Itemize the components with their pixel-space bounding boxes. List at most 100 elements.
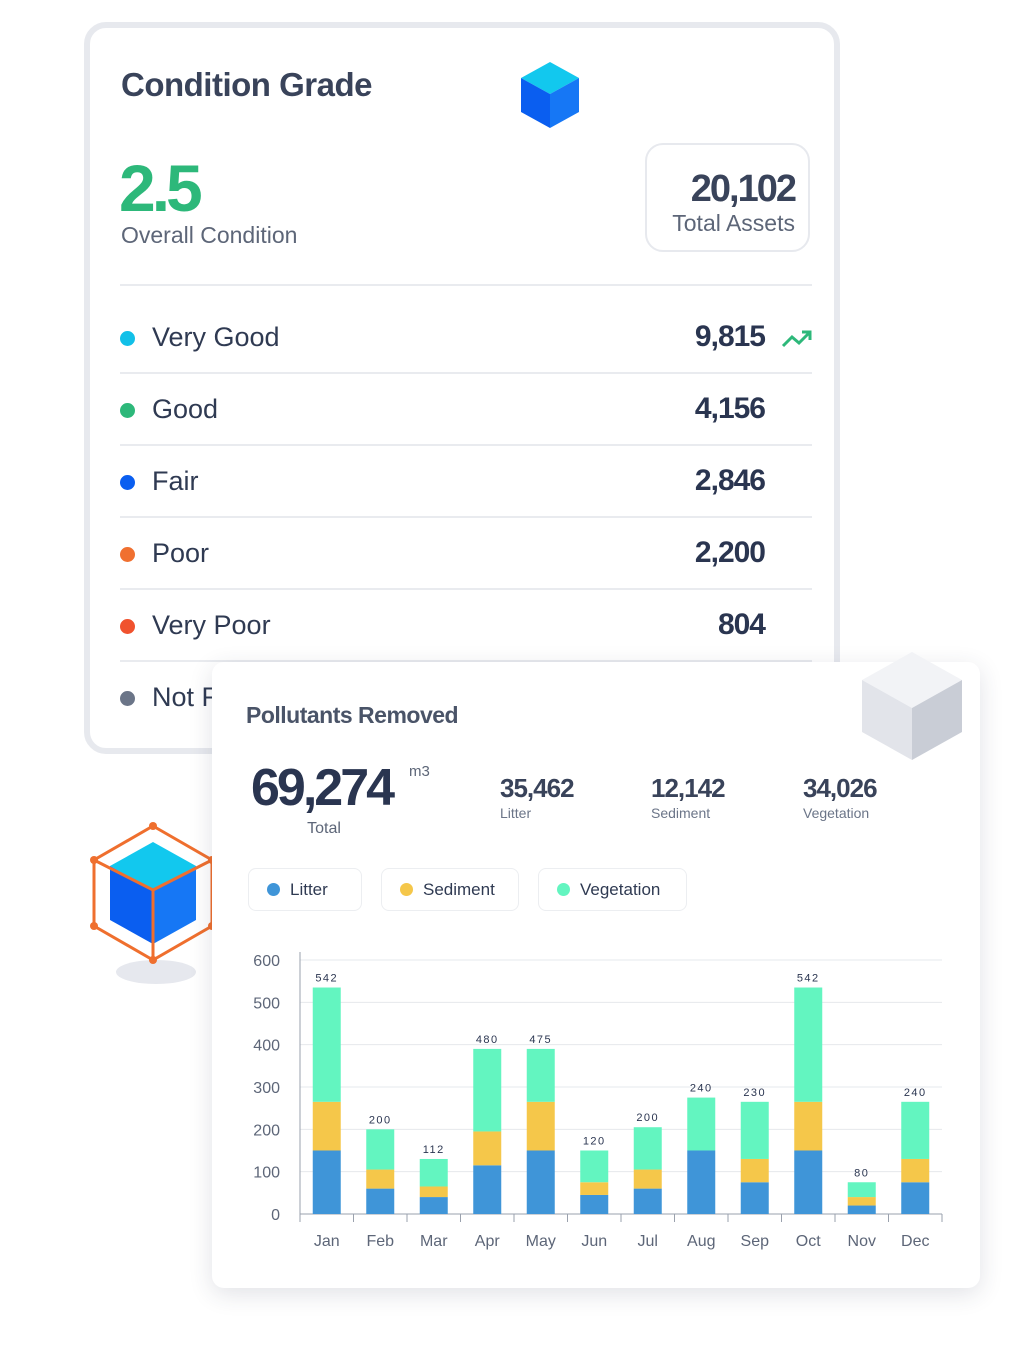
stat-value: 12,142: [651, 773, 726, 803]
overall-label: Overall Condition: [121, 222, 298, 248]
bar-segment: [312, 1101, 341, 1151]
bar-total-label: 475: [529, 1034, 552, 1046]
row-value: 4,156: [694, 392, 766, 425]
bar-segment: [473, 1048, 502, 1132]
row-label: Fair: [152, 466, 199, 496]
total-value: 20,102: [690, 168, 797, 210]
stat-label: Litter: [500, 805, 532, 821]
divider: [120, 284, 812, 286]
x-tick-label: May: [526, 1233, 556, 1250]
bar-total-label: 120: [583, 1136, 606, 1148]
legend-dot: [120, 403, 135, 418]
bar-segment: [580, 1182, 609, 1195]
bar-segment: [473, 1165, 502, 1214]
total-label: Total: [307, 820, 341, 837]
trend-icon: [781, 330, 812, 348]
bar-total-label: 80: [854, 1167, 869, 1179]
row-value: 9,815: [694, 320, 766, 353]
row-value: 2,846: [694, 464, 766, 497]
x-tick-label: Jun: [581, 1233, 607, 1250]
bar-total-label: 240: [904, 1087, 927, 1099]
legend-swatch: [267, 883, 280, 896]
bar-segment: [794, 1150, 823, 1214]
bar-segment: [419, 1186, 448, 1198]
x-tick-label: Mar: [420, 1233, 448, 1250]
row-label: Not R: [152, 682, 222, 712]
bar-segment: [901, 1182, 930, 1214]
bar-segment: [526, 1048, 555, 1102]
legend-dot: [120, 547, 135, 562]
bar-total-label: 542: [315, 973, 338, 985]
bar-segment: [687, 1097, 716, 1151]
legend-label: Sediment: [423, 879, 495, 899]
orange-cube-icon: [90, 822, 216, 984]
bar-segment: [847, 1205, 876, 1214]
legend-item: Vegetation: [538, 868, 687, 911]
legend-label: Vegetation: [580, 879, 661, 899]
card-title: Pollutants Removed: [246, 702, 459, 728]
bar-segment: [633, 1169, 662, 1189]
legend-dot: [120, 691, 135, 706]
row-label: Very Poor: [152, 610, 271, 640]
row-value: 2,200: [694, 536, 766, 569]
x-tick-label: Apr: [475, 1233, 501, 1250]
bar-segment: [847, 1197, 876, 1206]
bar-total-label: 200: [636, 1112, 659, 1124]
overall-value: 2.5: [119, 151, 203, 225]
bar-segment: [580, 1194, 609, 1214]
divider: [120, 660, 812, 662]
y-tick-label: 500: [253, 995, 280, 1012]
x-tick-label: Aug: [687, 1233, 715, 1250]
y-tick-label: 200: [253, 1122, 280, 1139]
bar-segment: [740, 1158, 769, 1183]
card-title: Condition Grade: [121, 66, 373, 103]
bar-total-label: 542: [797, 973, 820, 985]
chart: 0 100 200 300 400 500 600 542 Jan 200 Feb 112 Mar 480…: [253, 952, 943, 1250]
bar-segment: [366, 1188, 395, 1214]
bar-segment: [740, 1101, 769, 1159]
bar-total-label: 112: [423, 1144, 445, 1156]
legend-dot: [120, 619, 135, 634]
legend-swatch: [557, 883, 570, 896]
bar-total-label: 480: [476, 1034, 499, 1046]
bar-total-label: 230: [743, 1087, 766, 1099]
condition-card: [84, 22, 840, 754]
bar-segment: [526, 1150, 555, 1214]
bar-segment: [633, 1127, 662, 1170]
bar-segment: [794, 1101, 823, 1151]
x-tick-label: Dec: [901, 1233, 929, 1250]
x-tick-label: Oct: [796, 1233, 821, 1250]
bar-segment: [847, 1182, 876, 1198]
y-tick-label: 0: [271, 1207, 280, 1224]
bar-segment: [366, 1169, 395, 1189]
x-tick-label: Nov: [848, 1233, 876, 1250]
total-label: Total Assets: [672, 210, 795, 236]
bar-segment: [366, 1129, 395, 1170]
x-tick-label: Jul: [638, 1233, 658, 1250]
row-label: Very Good: [152, 322, 280, 352]
stat-label: Sediment: [651, 805, 711, 821]
bar-segment: [473, 1131, 502, 1166]
legend-dot: [120, 331, 135, 346]
legend-dot: [120, 475, 135, 490]
divider: [120, 588, 812, 590]
bar-segment: [526, 1101, 555, 1151]
y-tick-label: 400: [253, 1038, 280, 1055]
row-label: Good: [152, 394, 219, 424]
unit: m3: [409, 763, 430, 780]
bar-segment: [633, 1188, 662, 1214]
x-tick-label: Sep: [741, 1233, 770, 1250]
bar-segment: [312, 987, 341, 1102]
gray-cube-icon: [862, 652, 962, 760]
bar-segment: [901, 1101, 930, 1159]
bar-segment: [312, 1150, 341, 1214]
bar-segment: [740, 1182, 769, 1214]
stat-value: 35,462: [500, 773, 575, 803]
bar-segment: [419, 1158, 448, 1187]
bar-segment: [687, 1150, 716, 1214]
bar-segment: [419, 1197, 448, 1214]
bar-segment: [580, 1150, 609, 1183]
bar-total-label: 200: [369, 1114, 392, 1126]
x-tick-label: Feb: [366, 1233, 394, 1250]
